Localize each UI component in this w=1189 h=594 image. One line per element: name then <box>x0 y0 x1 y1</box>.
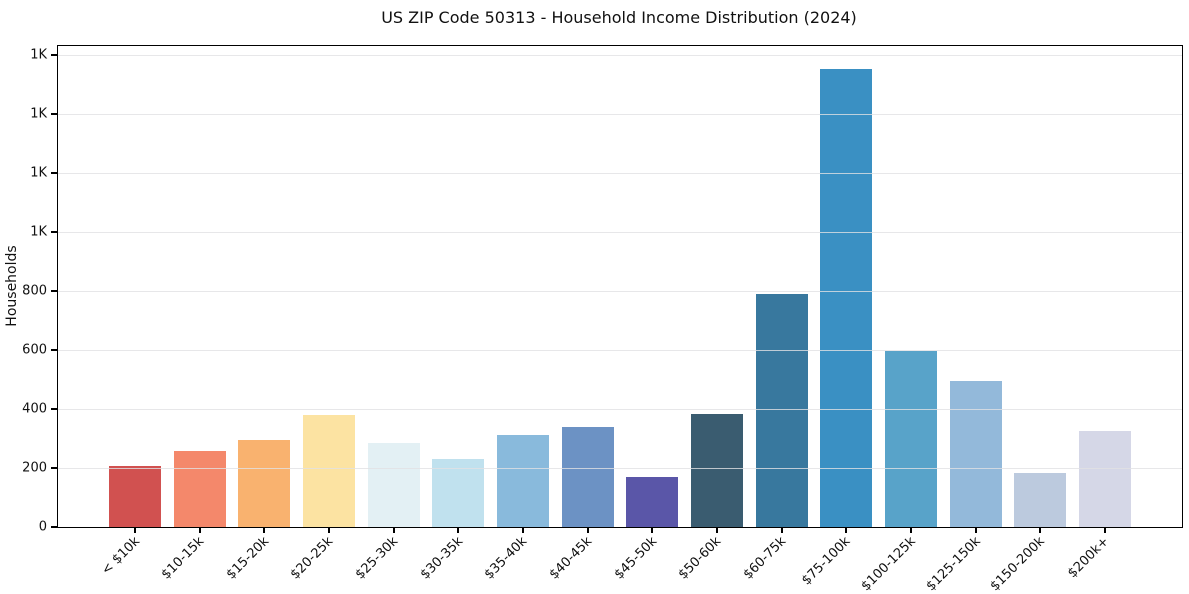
x-tick-mark <box>780 527 783 533</box>
bar-3 <box>238 439 291 527</box>
bar-14 <box>949 380 1002 527</box>
bar-1 <box>109 465 161 527</box>
x-tick-mark <box>328 527 330 533</box>
x-tick-mark <box>910 527 912 533</box>
x-tick-label: $45-50k <box>611 534 660 583</box>
x-tick-mark <box>1104 527 1106 533</box>
y-tick-label: 1K <box>30 106 47 122</box>
y-tick-label: 200 <box>22 460 47 476</box>
bar-12 <box>820 69 873 527</box>
x-tick-mark <box>716 527 718 533</box>
gridline <box>58 408 1182 410</box>
y-tick-mark <box>51 466 58 469</box>
x-tick-mark <box>522 527 524 533</box>
bar-10 <box>691 414 743 527</box>
x-tick-label: $75-100k <box>799 534 854 589</box>
x-tick-label: $60-75k <box>740 534 790 583</box>
y-tick-mark <box>51 230 58 233</box>
bar-13 <box>885 351 937 527</box>
gridline <box>58 290 1182 292</box>
bar-8 <box>561 426 614 527</box>
y-tick-label: 400 <box>22 401 47 417</box>
gridline <box>58 54 1182 56</box>
y-tick-mark <box>51 407 58 410</box>
x-tick-mark <box>134 527 136 533</box>
x-tick-mark <box>845 527 848 533</box>
x-tick-mark <box>457 527 460 533</box>
y-tick-label: 0 <box>38 519 47 535</box>
y-tick-mark <box>51 53 58 56</box>
bar-6 <box>432 458 485 527</box>
x-tick-mark <box>263 527 266 533</box>
y-axis-label-text: Households <box>4 245 20 327</box>
bar-16 <box>1079 430 1131 527</box>
y-tick-mark <box>51 526 58 528</box>
x-tick-label: $20-25k <box>288 534 337 583</box>
y-tick-label: 600 <box>22 342 47 358</box>
x-tick-label: $200k+ <box>1065 534 1113 582</box>
y-tick-label: 1K <box>30 224 47 240</box>
x-tick-mark <box>1039 527 1042 533</box>
bar-9 <box>626 476 679 527</box>
x-tick-label: $10-15k <box>158 534 208 583</box>
bar-11 <box>755 294 808 527</box>
x-tick-label: $100-125k <box>858 534 919 594</box>
bar-5 <box>367 443 420 527</box>
y-tick-label: 1K <box>30 165 47 181</box>
gridline <box>58 231 1182 233</box>
gridline <box>58 172 1182 174</box>
x-tick-label: $30-35k <box>417 534 466 583</box>
gridline <box>58 467 1182 469</box>
y-tick-mark <box>51 112 58 115</box>
y-tick-mark <box>51 171 58 174</box>
x-tick-mark <box>974 527 977 533</box>
plot-area: < $10k $10-15k $15-20k $20-25k $25-30k $30-35… <box>22 45 1183 594</box>
gridline <box>58 113 1182 115</box>
y-tick-label: 1K <box>30 47 47 63</box>
x-tick-mark <box>392 527 395 533</box>
y-tick-label: 800 <box>22 283 47 299</box>
bar-4 <box>303 415 355 527</box>
bar-15 <box>1014 473 1067 527</box>
x-tick-label: $40-45k <box>546 534 596 583</box>
x-tick-label: $35-40k <box>482 534 531 583</box>
x-tick-mark <box>651 527 654 533</box>
x-tick-label: $50-60k <box>676 534 725 583</box>
bar-7 <box>497 434 549 527</box>
x-tick-label: $150-200k <box>987 534 1048 594</box>
y-tick-mark <box>51 348 58 351</box>
chart-title: US ZIP Code 50313 - Household Income Dis… <box>381 8 857 27</box>
x-tick-label: $125-150k <box>923 534 984 594</box>
gridline <box>58 349 1182 351</box>
x-tick-label: $15-20k <box>223 534 272 583</box>
bar-2 <box>173 450 226 527</box>
x-tick-mark <box>198 527 201 533</box>
x-tick-mark <box>586 527 589 533</box>
y-tick-mark <box>51 289 58 292</box>
x-tick-label: < $10k <box>98 534 143 579</box>
x-tick-label: $25-30k <box>352 534 402 583</box>
